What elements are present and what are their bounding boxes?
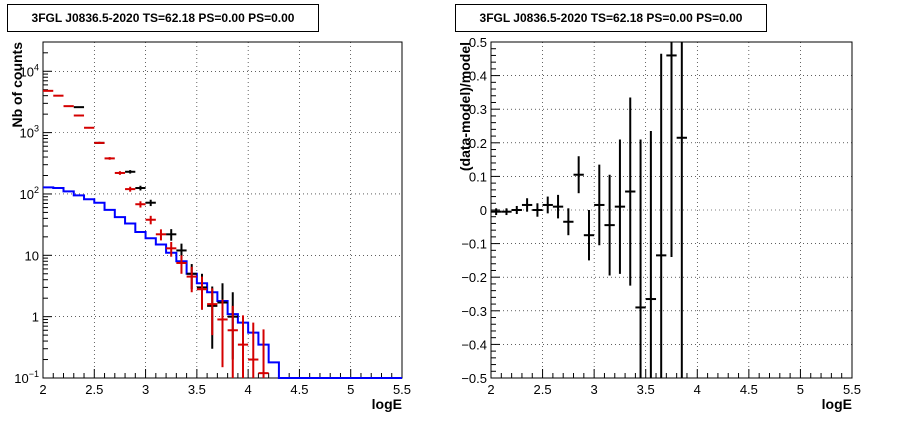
y-tick-label: −0.5	[461, 371, 487, 386]
plot-frame	[42, 41, 403, 379]
x-axis-title: logE	[372, 396, 402, 412]
x-tick-label: 3.5	[637, 382, 655, 397]
residuals-panel-title: 3FGL J0836.5-2020 TS=62.18 PS=0.00 PS=0.…	[455, 4, 767, 32]
y-tick-label: 10−1	[14, 369, 39, 386]
y-tick-label: −0.2	[461, 270, 487, 285]
y-tick-label: −0.1	[461, 237, 487, 252]
x-tick-label: 2	[39, 382, 46, 397]
x-tick-label: 4.5	[740, 382, 758, 397]
x-tick-label: 4	[245, 382, 252, 397]
x-tick-label: 5.5	[393, 382, 411, 397]
y-tick-label: 0.2	[469, 136, 487, 151]
x-tick-label: 2.5	[85, 382, 103, 397]
y-tick-label: 0	[480, 203, 487, 218]
x-tick-label: 3	[591, 382, 598, 397]
residuals-panel: 2 2.5 3 3.5 4 4.5 5 5.5 −0.5 −0.4 −0.3 −0.2 −0.1 0 0.1…	[457, 35, 861, 412]
x-tick-label: 2	[487, 382, 494, 397]
counts-panel-title: 3FGL J0836.5-2020 TS=62.18 PS=0.00 PS=0.…	[7, 4, 319, 32]
x-tick-label: 4.5	[290, 382, 308, 397]
x-axis-title: logE	[822, 396, 852, 412]
y-tick-label: 102	[20, 185, 39, 202]
x-tick-label: 4	[694, 382, 701, 397]
y-tick-label: −0.3	[461, 304, 487, 319]
y-tick-label: 0.3	[469, 102, 487, 117]
x-tick-label: 5.5	[843, 382, 861, 397]
x-tick-label: 2.5	[534, 382, 552, 397]
y-tick-label: 10	[25, 248, 39, 263]
x-tick-label: 5	[347, 382, 354, 397]
x-tick-label: 3	[142, 382, 149, 397]
y-tick-label: −0.4	[461, 337, 487, 352]
y-tick-label: 0.1	[469, 169, 487, 184]
y-axis-title: (data-model)/model	[457, 42, 473, 171]
y-tick-label: 0.4	[469, 69, 487, 84]
y-axis-title: Nb of counts	[9, 42, 25, 128]
x-tick-label: 5	[797, 382, 804, 397]
y-tick-label: 1	[32, 310, 39, 325]
y-tick-label: 0.5	[469, 35, 487, 50]
x-tick-label: 3.5	[188, 382, 206, 397]
